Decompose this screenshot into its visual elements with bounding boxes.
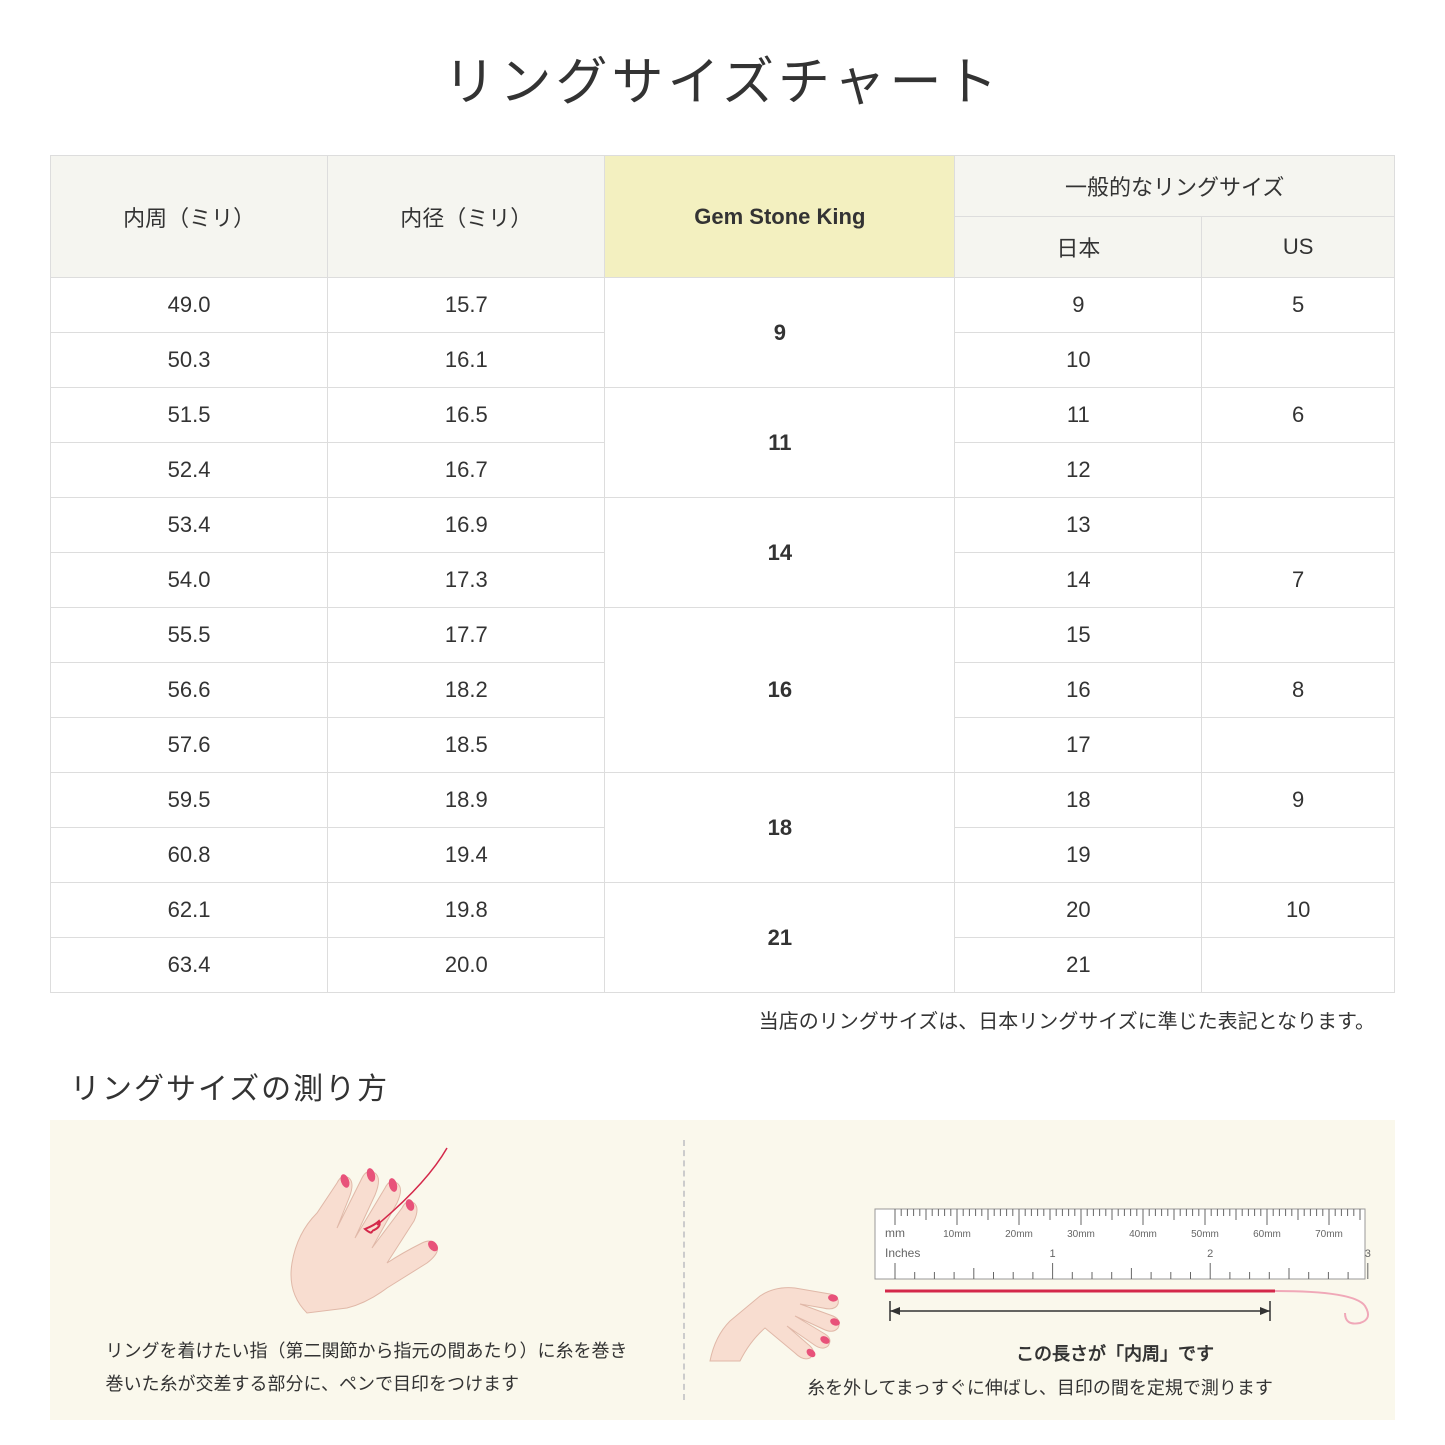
col-diameter: 内径（ミリ） <box>328 156 605 278</box>
svg-text:20mm: 20mm <box>1005 1229 1033 1240</box>
col-general: 一般的なリングサイズ <box>955 156 1395 217</box>
hand2-illustration <box>705 1246 845 1366</box>
table-row: 51.516.511116 <box>51 388 1395 443</box>
panel-divider <box>683 1140 685 1400</box>
svg-text:3: 3 <box>1365 1248 1371 1260</box>
size-chart-table: 内周（ミリ） 内径（ミリ） Gem Stone King 一般的なリングサイズ … <box>50 155 1395 993</box>
table-row: 53.416.91413 <box>51 498 1395 553</box>
page-title: リングサイズチャート <box>50 40 1395 115</box>
panel-measure-ruler: 10mm 20mm 30mm 40mm 50mm 60mm 70mm mm Inches 1… <box>705 1140 1375 1400</box>
svg-text:2: 2 <box>1207 1248 1213 1260</box>
svg-text:70mm: 70mm <box>1315 1229 1343 1240</box>
table-row: 59.518.918189 <box>51 773 1395 828</box>
measure-guide: リングを着けたい指（第二関節から指元の間あたり）に糸を巻き巻いた糸が交差する部分… <box>50 1120 1395 1420</box>
ruler-illustration: 10mm 20mm 30mm 40mm 50mm 60mm 70mm mm Inches 1… <box>855 1201 1375 1331</box>
table-row: 62.119.8212010 <box>51 883 1395 938</box>
svg-text:1: 1 <box>1050 1248 1056 1260</box>
measure-subtitle: リングサイズの測り方 <box>70 1064 1395 1108</box>
ruler-mm-label: mm <box>885 1226 905 1240</box>
panel2-caption: 糸を外してまっすぐに伸ばし、目印の間を定規で測ります <box>807 1374 1273 1400</box>
inner-circumference-label: この長さが「内周」です <box>855 1340 1375 1366</box>
svg-text:50mm: 50mm <box>1191 1229 1219 1240</box>
col-gsk: Gem Stone King <box>605 156 955 278</box>
table-note: 当店のリングサイズは、日本リングサイズに準じた表記となります。 <box>50 1005 1395 1034</box>
col-circumference: 内周（ミリ） <box>51 156 328 278</box>
hand-illustration <box>227 1143 507 1323</box>
table-row: 49.015.7995 <box>51 278 1395 333</box>
svg-text:60mm: 60mm <box>1253 1229 1281 1240</box>
table-row: 55.517.71615 <box>51 608 1395 663</box>
svg-text:30mm: 30mm <box>1067 1229 1095 1240</box>
panel1-caption: リングを着けたい指（第二関節から指元の間あたり）に糸を巻き巻いた糸が交差する部分… <box>106 1335 628 1400</box>
ruler-inches-label: Inches <box>885 1246 920 1260</box>
svg-text:10mm: 10mm <box>943 1229 971 1240</box>
col-us: US <box>1202 217 1395 278</box>
col-japan: 日本 <box>955 217 1202 278</box>
svg-text:40mm: 40mm <box>1129 1229 1157 1240</box>
panel-wrap-thread: リングを着けたい指（第二関節から指元の間あたり）に糸を巻き巻いた糸が交差する部分… <box>70 1140 663 1400</box>
